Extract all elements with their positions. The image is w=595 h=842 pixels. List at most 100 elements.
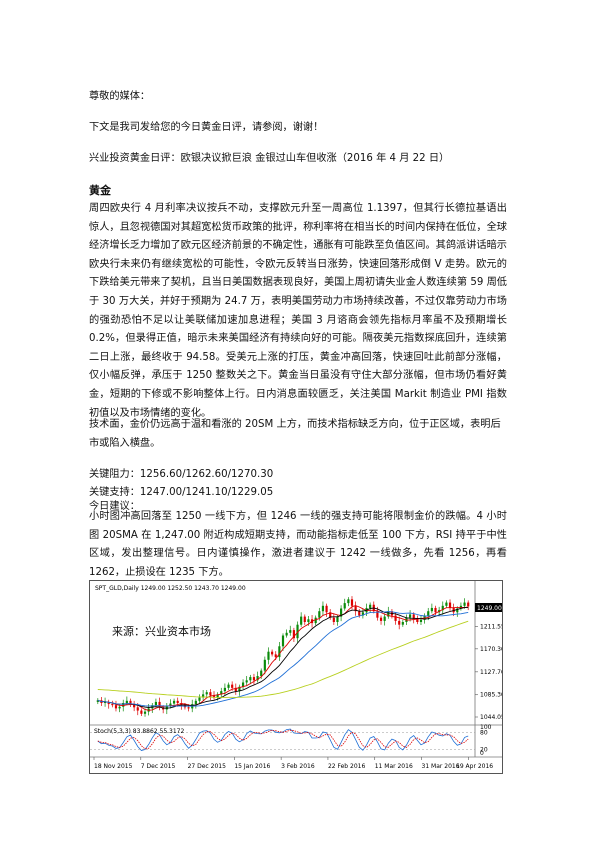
candle-body [336,616,339,622]
candle-body [158,701,161,708]
candle-body [256,675,259,681]
candle-body [133,704,136,708]
candle-body [467,602,470,607]
candle-body [241,682,245,687]
greeting: 尊敬的媒体： [89,91,151,102]
stoch-tick-label: 20 [480,746,488,753]
candle-body [398,620,401,625]
candle-body [212,695,216,698]
candle-body [358,611,361,616]
candle-body [278,646,281,658]
candle-body [274,654,277,658]
candle-body [332,617,335,622]
candle-body [325,605,328,613]
candle-body [434,607,437,613]
candle-body [140,710,143,714]
candle-body [307,619,310,622]
candle-body [234,687,237,692]
candle-body [245,680,248,683]
candle-body [154,701,158,706]
candle-body [263,659,266,671]
candle-body [205,692,208,695]
candle-body [412,614,415,619]
ma-mid-line [97,606,469,709]
x-tick-label: 11 Mar 2016 [375,763,413,770]
candle-body [227,684,230,688]
candle-body [267,651,270,660]
stoch-tick-label: 100 [480,724,492,731]
candle-body [408,614,412,618]
candle-body [176,700,179,703]
candle-body [343,603,346,609]
price-badge: 1249.00 [477,605,502,612]
candle-body [252,677,256,681]
candle-body [445,602,448,606]
x-tick-label: 3 Feb 2016 [281,763,315,770]
x-tick-label: 31 Mar 2016 [422,763,460,770]
paragraph-advice: 小时图冲高回落至 1250 一线下方，但 1246 一线的强支持可能将限制金价的… [89,511,507,578]
candle-body [379,617,383,621]
report-title: 兴业投资黄金日评：欧银决议掀巨浪 金银过山车但收涨（2016 年 4 月 22 … [89,153,450,164]
candle-body [456,608,459,613]
candle-body [314,617,317,624]
stoch-tick-label: 80 [480,730,488,737]
intro-line: 下文是我司发给您的今日黄金日评，请参阅，谢谢！ [89,122,324,133]
candle-body [318,611,321,618]
candle-body [194,700,197,705]
candle-body [463,602,466,606]
candle-body [321,605,325,612]
candle-body [416,618,419,622]
stoch-tick-label: 0 [480,750,484,757]
stoch-label: Stoch(5,3,3) 83.8862 55.3172 [94,728,185,735]
candle-body [103,701,107,703]
ma-long-line [97,620,469,698]
candle-body [329,612,332,618]
y-tick-label: 1127.70 [480,669,502,676]
candle-body [419,619,423,622]
candle-body [96,700,99,702]
candle-body [427,611,430,616]
key-support: 关键支持：1247.00/1241.10/1229.05 [89,487,274,498]
candle-body [172,700,176,704]
ma-slow-line [97,611,469,707]
candle-body [300,616,303,625]
candle-body [303,616,306,622]
candle-body [350,599,354,606]
candle-body [354,605,357,612]
chart-header: SPT_GLD,Daily 1249.00 1252.50 1243.70 12… [95,585,246,592]
candle-body [401,621,404,625]
candle-body [129,700,132,705]
candle-body [238,686,241,692]
candle-body [452,607,455,613]
candle-body [448,602,452,608]
candle-body [143,711,147,714]
x-tick-label: 22 Feb 2016 [328,763,366,770]
candle-body [220,691,223,695]
candle-body [394,615,397,621]
candle-body [289,630,292,633]
candle-body [340,608,343,617]
candle-body [249,677,252,681]
paragraph-fundamentals: 周四欧央行 4 月利率决议按兵不动，支撑欧元升至一周高位 1.1397，但其行长… [89,203,507,419]
key-resistance: 关键阻力：1256.60/1262.60/1270.30 [89,469,274,480]
candle-body [441,605,444,611]
y-tick-label: 1044.05 [480,714,502,721]
candle-body [209,692,212,696]
candle-body [118,706,121,709]
stoch-signal-line [97,729,469,750]
candle-body [361,612,364,616]
candle-body [111,704,114,706]
candle-body [347,599,350,604]
x-tick-label: 19 Apr 2016 [456,763,493,770]
candle-body [296,624,299,639]
candle-body [125,700,128,703]
candle-body [198,697,201,701]
candle-body [292,630,295,639]
candle-body [383,616,386,621]
y-tick-label: 1085.30 [480,692,502,699]
candle-body [231,684,234,688]
candle-body [369,604,372,608]
x-tick-label: 18 Nov 2015 [94,763,133,770]
y-tick-label: 1211.55 [480,624,502,631]
